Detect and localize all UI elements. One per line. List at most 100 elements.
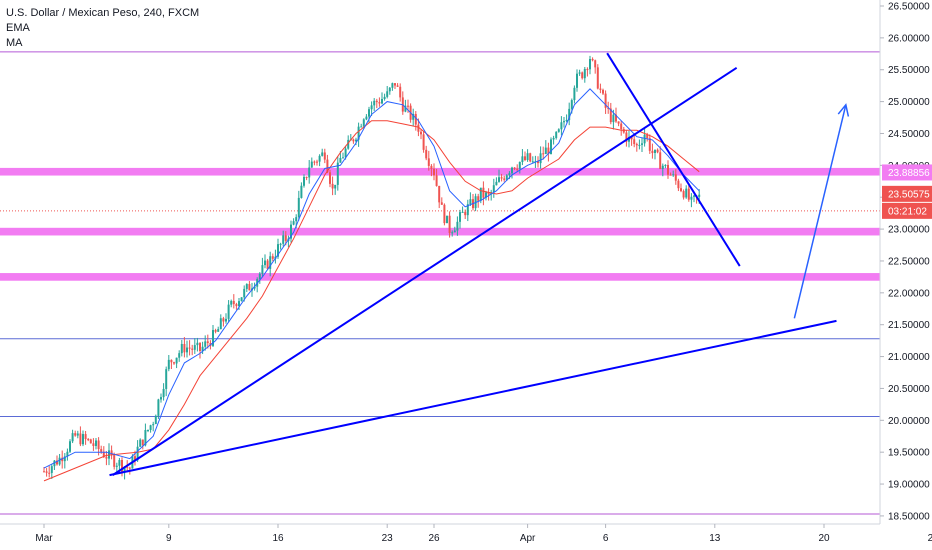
resistance-level-badge-bg <box>882 164 932 181</box>
candle-body <box>282 235 285 244</box>
candle-body <box>204 341 207 347</box>
candle-body <box>305 176 308 178</box>
indicator-ema-label[interactable]: EMA <box>6 22 30 34</box>
candle-body <box>464 211 467 216</box>
candle-body <box>612 114 615 123</box>
resistance-zone-3 <box>0 273 880 281</box>
candle-body <box>173 362 175 364</box>
candle-body <box>492 185 495 193</box>
candle-body <box>518 162 521 169</box>
candle-body <box>529 153 532 162</box>
candle-body <box>186 347 188 353</box>
candle-body <box>53 460 56 467</box>
candle-body <box>347 139 350 149</box>
candle-body <box>152 424 155 426</box>
time-tick-label: 27 <box>928 533 932 544</box>
candle-body <box>589 59 591 70</box>
candle-body <box>602 89 604 94</box>
candle-body <box>279 243 282 245</box>
candle-body <box>661 165 664 169</box>
candle-body <box>617 121 620 124</box>
candle-body <box>578 72 581 74</box>
candle-body <box>243 288 246 298</box>
candle-body <box>167 359 170 370</box>
time-tick-label: Apr <box>520 533 536 544</box>
last-price-badge-bg <box>882 185 932 202</box>
candle-body <box>526 153 529 161</box>
candle-body <box>193 345 196 350</box>
candle-body <box>646 134 649 139</box>
candle-body <box>482 187 485 198</box>
candle-body <box>365 116 368 120</box>
candle-body <box>607 107 610 109</box>
candle-body <box>157 399 160 416</box>
candle-body <box>329 172 331 184</box>
candle-body <box>524 156 526 161</box>
candle-body <box>443 204 446 224</box>
candle-body <box>570 100 573 109</box>
candle-body <box>95 440 97 446</box>
candle-body <box>261 265 264 274</box>
candle-body <box>386 91 389 97</box>
candle-body <box>126 466 129 468</box>
candle-body <box>97 440 100 450</box>
candle-body <box>466 204 469 216</box>
candle-body <box>100 449 103 452</box>
candle-body <box>414 113 417 125</box>
candle-body <box>557 129 560 132</box>
candle-body <box>128 467 131 469</box>
candle-body <box>271 256 274 259</box>
price-tick-label: 22.50000 <box>888 256 930 267</box>
candle-body <box>550 139 552 155</box>
candle-body <box>141 439 144 446</box>
candle-body <box>108 450 110 459</box>
candle-body <box>396 85 399 87</box>
candle-body <box>563 121 565 123</box>
candle-body <box>43 471 45 473</box>
price-tick-label: 22.00000 <box>888 288 930 299</box>
candle-body <box>258 273 261 280</box>
candle-body <box>303 176 305 186</box>
candle-body <box>368 109 370 117</box>
candle-body <box>269 256 272 269</box>
candle-body <box>667 164 669 175</box>
price-tick-label: 24.50000 <box>888 129 930 140</box>
candle-body <box>495 181 498 186</box>
time-tick-label: Mar <box>35 533 53 544</box>
candle-body <box>596 67 599 89</box>
candle-body <box>123 466 126 472</box>
candle-body <box>576 73 578 88</box>
candle-body <box>459 212 461 222</box>
candle-body <box>620 123 623 130</box>
candle-body <box>149 425 152 430</box>
candle-body <box>537 161 539 164</box>
candle-body <box>253 286 256 289</box>
candle-body <box>175 357 178 364</box>
price-tick-label: 20.50000 <box>888 384 930 395</box>
time-tick-label: 20 <box>818 533 830 544</box>
candle-body <box>500 177 503 179</box>
candle-body <box>134 456 136 461</box>
price-tick-label: 26.00000 <box>888 33 930 44</box>
price-tick-label: 19.00000 <box>888 480 930 491</box>
candle-body <box>469 199 472 205</box>
candle-body <box>531 161 534 163</box>
resistance-zone-2 <box>0 227 880 236</box>
candle-body <box>677 180 680 189</box>
candle-body <box>609 108 612 123</box>
candle-body <box>295 217 298 222</box>
symbol-title[interactable]: U.S. Dollar / Mexican Peso, 240, FXCM <box>6 7 200 19</box>
candle-body <box>183 343 186 353</box>
candle-body <box>219 318 222 330</box>
candle-body <box>451 232 454 234</box>
candle-body <box>238 301 240 307</box>
candle-body <box>277 244 279 257</box>
candle-body <box>643 134 646 144</box>
time-axis[interactable]: Mar 9 16 23 26 Apr 6 13 20 27 <box>35 524 932 544</box>
candle-body <box>357 126 360 140</box>
candle-body <box>323 152 326 160</box>
candle-body <box>628 136 630 142</box>
candle-body <box>201 346 204 352</box>
indicator-ma-label[interactable]: MA <box>6 37 23 49</box>
